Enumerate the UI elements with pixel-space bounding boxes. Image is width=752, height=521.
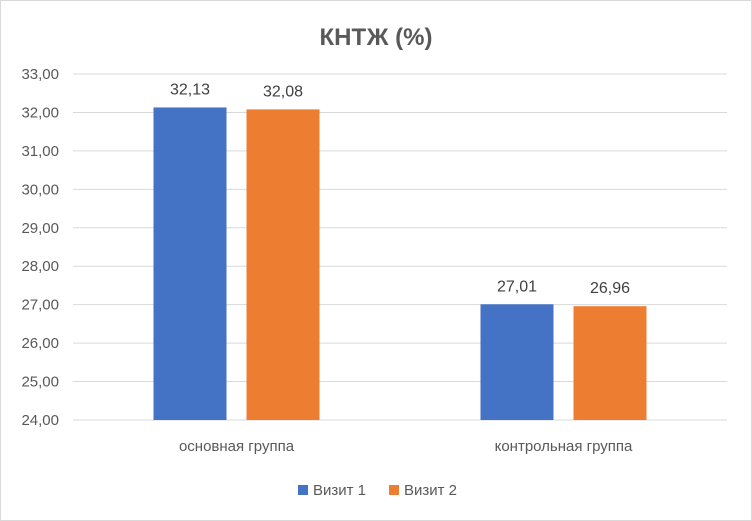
y-tick-label: 28,00 [21, 258, 59, 275]
x-axis-categories: основная группа контрольная группа [179, 438, 633, 455]
y-tick-label: 29,00 [21, 220, 59, 237]
legend: Визит 1 Визит 2 [298, 482, 457, 499]
data-label: 26,96 [590, 280, 630, 297]
y-tick-label: 24,00 [21, 412, 59, 429]
data-labels: 32,13 32,08 27,01 26,96 [170, 81, 630, 297]
y-tick-label: 32,00 [21, 104, 59, 121]
legend-label: Визит 1 [313, 482, 366, 499]
category-label: контрольная группа [495, 438, 633, 455]
bar [246, 109, 320, 420]
data-label: 32,08 [263, 83, 303, 100]
data-label: 32,13 [170, 81, 210, 98]
y-axis-ticks: 24,00 25,00 26,00 27,00 28,00 29,00 30,00 31,00… [21, 66, 59, 429]
legend-swatch [389, 485, 399, 495]
y-tick-label: 26,00 [21, 335, 59, 352]
y-tick-label: 30,00 [21, 181, 59, 198]
y-tick-label: 27,00 [21, 297, 59, 314]
bar [480, 304, 554, 420]
y-tick-label: 25,00 [21, 374, 59, 391]
bars [153, 107, 647, 421]
bar [153, 107, 227, 421]
legend-label: Визит 2 [404, 482, 457, 499]
chart-title: КНТЖ (%) [320, 24, 433, 51]
y-tick-label: 33,00 [21, 66, 59, 83]
y-tick-label: 31,00 [21, 143, 59, 160]
category-label: основная группа [179, 438, 295, 455]
bar [573, 306, 647, 420]
data-label: 27,01 [497, 278, 537, 295]
legend-swatch [298, 485, 308, 495]
